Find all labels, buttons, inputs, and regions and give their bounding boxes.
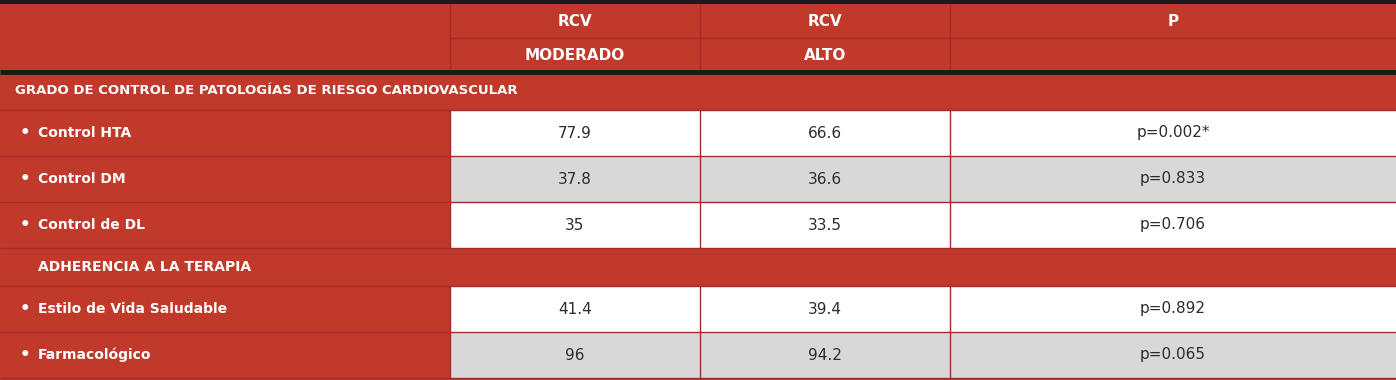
Text: p=0.833: p=0.833 <box>1141 171 1206 187</box>
Text: 39.4: 39.4 <box>808 301 842 317</box>
Text: •: • <box>20 170 31 188</box>
Bar <box>0 202 450 248</box>
Bar <box>450 286 1396 332</box>
Text: 37.8: 37.8 <box>558 171 592 187</box>
Text: •: • <box>20 216 31 234</box>
Text: Control DM: Control DM <box>38 172 126 186</box>
Bar <box>450 110 1396 156</box>
Text: Control de DL: Control de DL <box>38 218 145 232</box>
Text: 35: 35 <box>565 217 585 233</box>
Text: Estilo de Vida Saludable: Estilo de Vida Saludable <box>38 302 228 316</box>
Text: •: • <box>20 124 31 142</box>
Text: p=0.706: p=0.706 <box>1141 217 1206 233</box>
Text: 33.5: 33.5 <box>808 217 842 233</box>
Text: p=0.065: p=0.065 <box>1141 347 1206 363</box>
Text: RCV: RCV <box>557 14 592 28</box>
Text: MODERADO: MODERADO <box>525 48 625 62</box>
Text: 94.2: 94.2 <box>808 347 842 363</box>
Text: Control HTA: Control HTA <box>38 126 131 140</box>
Text: 36.6: 36.6 <box>808 171 842 187</box>
Text: GRADO DE CONTROL DE PATOLOGÍAS DE RIESGO CARDIOVASCULAR: GRADO DE CONTROL DE PATOLOGÍAS DE RIESGO… <box>15 84 518 98</box>
Text: 77.9: 77.9 <box>558 125 592 141</box>
Bar <box>0 332 450 378</box>
Text: P: P <box>1167 14 1178 28</box>
Text: Farmacológico: Farmacológico <box>38 348 152 362</box>
Bar <box>0 248 1396 286</box>
Text: 41.4: 41.4 <box>558 301 592 317</box>
Bar <box>450 332 1396 378</box>
Bar <box>0 0 1396 4</box>
Bar <box>0 4 1396 72</box>
Text: 66.6: 66.6 <box>808 125 842 141</box>
Text: RCV: RCV <box>808 14 842 28</box>
Bar <box>0 72 1396 110</box>
Text: •: • <box>20 346 31 364</box>
Text: p=0.892: p=0.892 <box>1141 301 1206 317</box>
Bar <box>0 156 450 202</box>
Bar <box>450 156 1396 202</box>
Bar <box>0 286 450 332</box>
Text: 96: 96 <box>565 347 585 363</box>
Text: p=0.002*: p=0.002* <box>1136 125 1210 141</box>
Text: ALTO: ALTO <box>804 48 846 62</box>
Bar <box>450 202 1396 248</box>
Bar <box>0 110 450 156</box>
Text: •: • <box>20 300 31 318</box>
Text: ADHERENCIA A LA TERAPIA: ADHERENCIA A LA TERAPIA <box>38 260 251 274</box>
